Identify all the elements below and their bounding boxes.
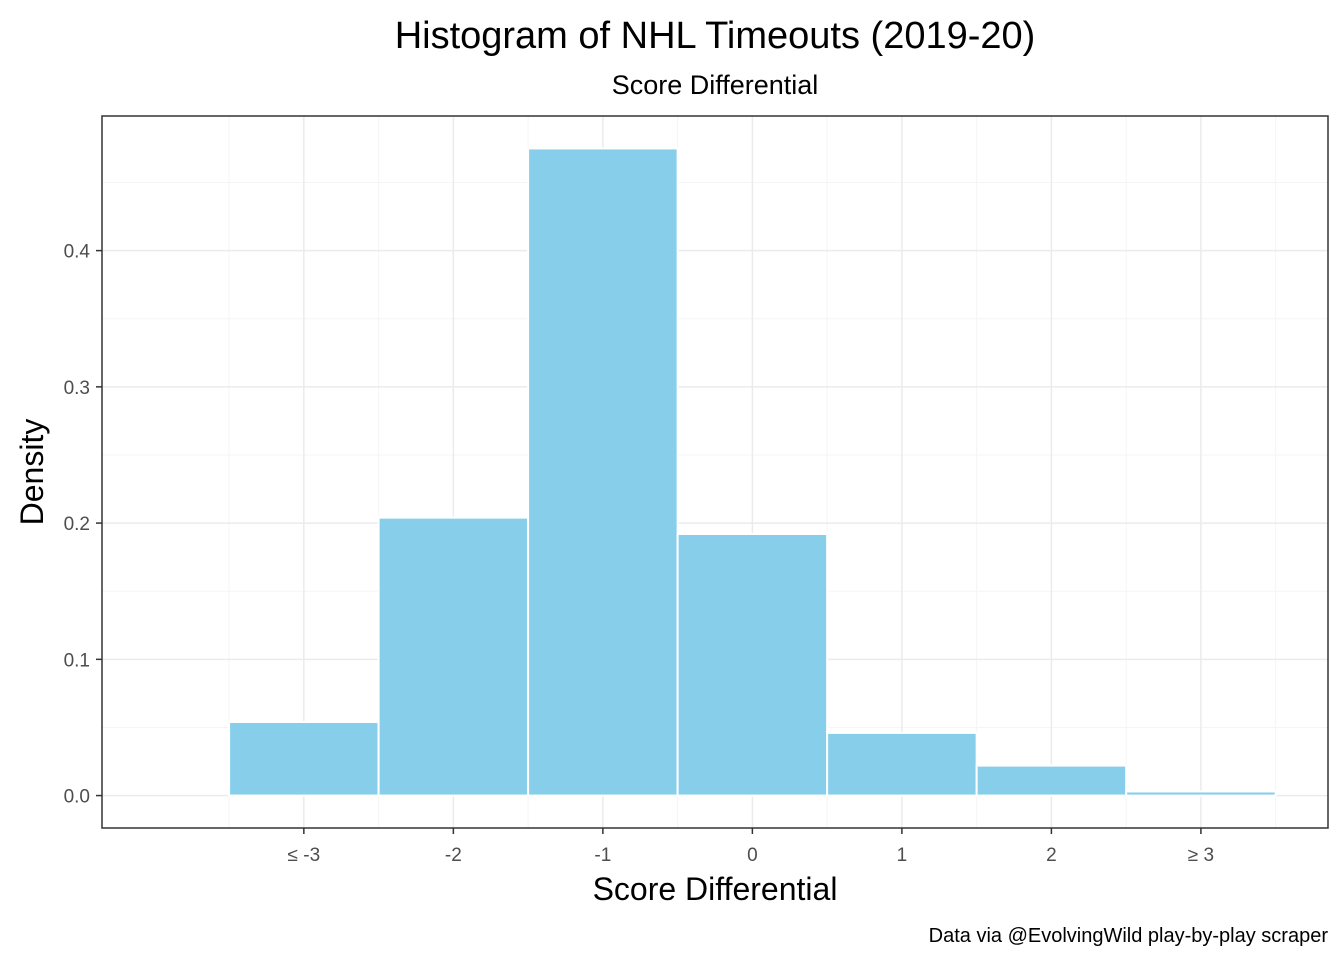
grid-lines [102, 116, 1328, 828]
chart-title: Histogram of NHL Timeouts (2019-20) [395, 15, 1036, 57]
x-tick-label: ≤ -3 [288, 845, 321, 866]
axes: 0.0 0.1 0.2 0.3 0.4 ≤ -3 -2 -1 0 1 2 ≥ 3 [64, 242, 1214, 866]
x-tick-label: -1 [594, 845, 611, 866]
y-tick-label: 0.2 [64, 514, 90, 535]
y-tick-label: 0.3 [64, 378, 90, 399]
x-tick-label: 1 [897, 845, 908, 866]
caption: Data via @EvolvingWild play-by-play scra… [929, 925, 1329, 947]
histogram-bar [1125, 790, 1277, 797]
y-tick-label: 0.0 [64, 787, 90, 808]
x-tick-label: ≥ 3 [1188, 845, 1214, 866]
histogram-bar [975, 764, 1128, 797]
histogram-bar [228, 721, 380, 797]
histogram-bar [676, 532, 829, 797]
chart-subtitle: Score Differential [612, 70, 819, 100]
y-tick-label: 0.1 [64, 650, 90, 671]
y-tick-label: 0.4 [64, 242, 91, 263]
x-tick-label: -2 [445, 845, 462, 866]
y-axis-title: Density [14, 419, 50, 526]
x-axis-title: Score Differential [593, 871, 838, 907]
histogram-bar [527, 147, 679, 797]
histogram-bar [377, 516, 530, 797]
panel-border [101, 115, 1329, 829]
bars [228, 147, 1277, 797]
histogram-bar [826, 731, 978, 797]
x-tick-label: 0 [747, 845, 758, 866]
x-tick-label: 2 [1046, 845, 1057, 866]
